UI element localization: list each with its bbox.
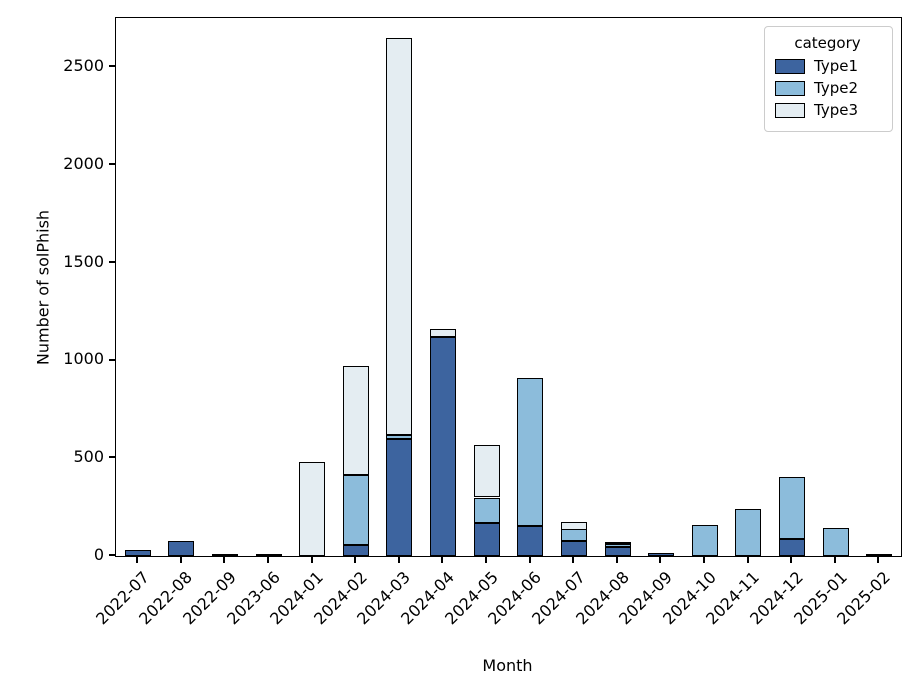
x-tick-mark: [703, 556, 705, 563]
bar-segment-type2-2024-10: [692, 525, 718, 556]
bar-segment-type1-2024-07: [561, 541, 587, 556]
x-tick-mark: [877, 556, 879, 563]
x-tick-mark: [790, 556, 792, 563]
x-axis-ticks: 2022-07 2022-08 2022-09 2023-06 2024-01 2024-…: [92, 556, 900, 677]
bar-segment-type1-2024-08: [605, 547, 631, 556]
bar-segment-type3-2024-01: [299, 462, 325, 556]
bar-segment-type1-2024-05: [474, 523, 500, 556]
bar-segment-type3-2024-07: [561, 522, 587, 530]
x-tick-mark: [485, 556, 487, 563]
bar-segment-type1-2024-03: [386, 439, 412, 556]
legend-item-type2: Type2: [775, 79, 880, 97]
y-tick-label: 2500: [63, 56, 104, 75]
bar-segment-type1-2024-02: [343, 545, 369, 556]
bar-segment-type1-2024-12: [779, 539, 805, 556]
y-tick-mark: [109, 456, 115, 458]
bar-segment-type3-2024-05: [474, 445, 500, 497]
bar-segment-type1-2024-04: [430, 337, 456, 556]
legend: category Type1 Type2 Type3: [764, 26, 893, 132]
x-tick-mark: [311, 556, 313, 563]
x-tick-mark: [529, 556, 531, 563]
bar-segment-type1-2022-09: [212, 554, 238, 556]
y-axis-label: Number of solPhish: [33, 209, 53, 366]
x-tick-mark: [747, 556, 749, 563]
legend-swatch-type1: [775, 58, 805, 74]
legend-item-type3: Type3: [775, 101, 880, 119]
bar-segment-type1-2022-07: [125, 550, 151, 556]
legend-swatch-type2: [775, 80, 805, 96]
bar-segment-type1-2023-06: [256, 554, 282, 556]
y-tick-label: 2000: [63, 154, 104, 173]
y-tick-mark: [109, 261, 115, 263]
legend-items: Type1 Type2 Type3: [775, 57, 880, 119]
x-tick-mark: [136, 556, 138, 563]
bar-segment-type2-2025-01: [823, 528, 849, 556]
x-tick-mark: [441, 556, 443, 563]
x-tick-mark: [223, 556, 225, 563]
bar-segment-type1-2025-02: [866, 554, 892, 556]
y-tick-label: 1500: [63, 252, 104, 271]
bar-segment-type2-2024-05: [474, 498, 500, 523]
bar-segment-type2-2024-08: [605, 544, 631, 547]
y-tick-mark: [109, 554, 115, 556]
legend-label-type3: Type3: [814, 101, 858, 119]
y-tick-mark: [109, 65, 115, 67]
legend-label-type2: Type2: [814, 79, 858, 97]
x-tick-mark: [398, 556, 400, 563]
bar-segment-type3-2024-08: [605, 542, 631, 544]
bar-segment-type2-2024-03: [386, 435, 412, 439]
plot-area: category Type1 Type2 Type3: [115, 17, 902, 557]
x-tick-mark: [180, 556, 182, 563]
y-tick-mark: [109, 359, 115, 361]
y-tick-label: 1000: [63, 349, 104, 368]
bar-segment-type2-2024-11: [735, 509, 761, 556]
x-tick-mark: [834, 556, 836, 563]
bar-segment-type1-2024-09: [648, 553, 674, 556]
x-tick-mark: [616, 556, 618, 563]
y-tick-label: 0: [93, 545, 104, 564]
x-tick-mark: [267, 556, 269, 563]
bar-segment-type1-2024-06: [517, 526, 543, 556]
legend-title: category: [794, 34, 861, 52]
x-tick-mark: [354, 556, 356, 563]
bar-segment-type2-2024-12: [779, 477, 805, 539]
bar-segment-type1-2022-08: [168, 541, 194, 556]
bar-segment-type2-2024-06: [517, 378, 543, 526]
x-axis-label: Month: [482, 656, 533, 675]
x-tick-mark: [572, 556, 574, 563]
bar-segment-type3-2024-03: [386, 38, 412, 435]
bar-segment-type3-2024-02: [343, 366, 369, 475]
legend-swatch-type3: [775, 102, 805, 118]
legend-label-type1: Type1: [814, 57, 858, 75]
bar-segment-type2-2024-07: [561, 529, 587, 541]
y-tick-mark: [109, 163, 115, 165]
x-tick-mark: [659, 556, 661, 563]
y-tick-label: 500: [73, 447, 104, 466]
legend-item-type1: Type1: [775, 57, 880, 75]
bar-segment-type3-2024-04: [430, 329, 456, 337]
bar-segment-type2-2024-02: [343, 475, 369, 545]
